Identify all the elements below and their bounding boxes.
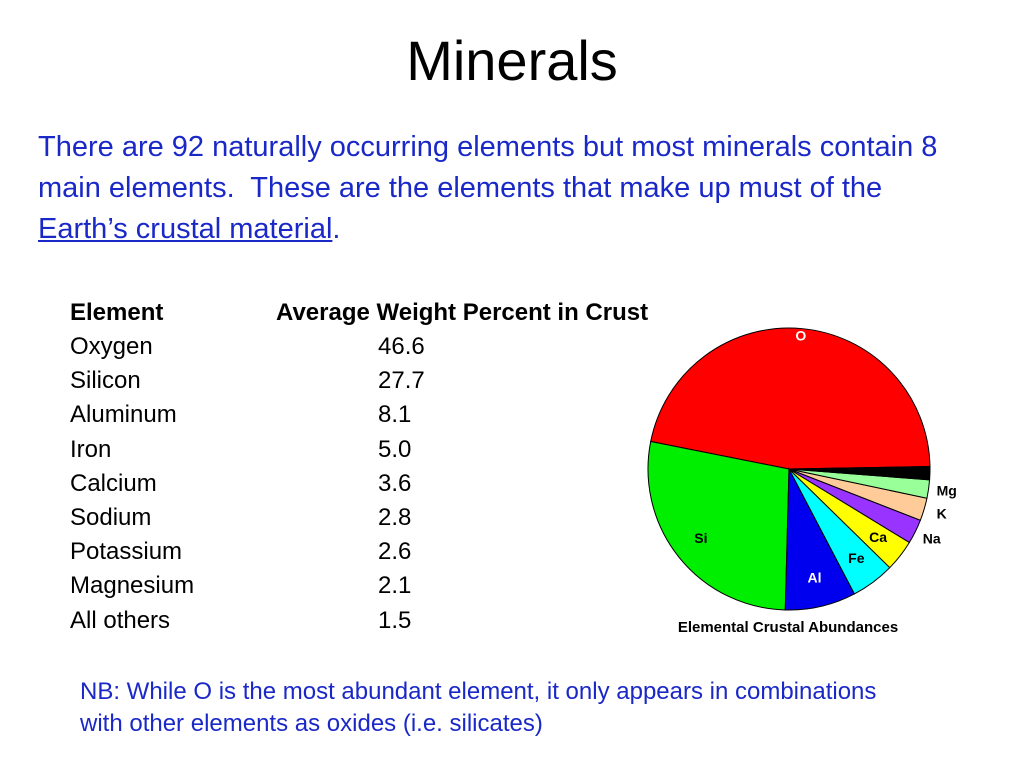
pie-slice <box>647 440 790 611</box>
table-cell: Magnesium <box>70 572 195 600</box>
table-cell: Iron <box>70 435 112 463</box>
slice-label: Si <box>694 530 707 546</box>
table-cell: All others <box>70 606 171 634</box>
slice-label: Mg <box>937 482 957 498</box>
table-cell: Calcium <box>70 469 157 497</box>
slice-label: Fe <box>848 550 865 566</box>
slice-label: Na <box>923 530 941 546</box>
table-cell: 2.6 <box>378 538 412 566</box>
table-cell: Sodium <box>70 504 152 531</box>
slide-title: Minerals <box>406 29 618 92</box>
intro-text: There are 92 naturally occurring element… <box>38 127 978 250</box>
intro-part: . <box>332 213 341 245</box>
table-cell: 2.8 <box>378 504 412 531</box>
intro-link: Earth’s crustal material <box>38 213 333 245</box>
table-cell: 5.0 <box>378 435 412 463</box>
table-cell: Element <box>70 299 164 326</box>
table-cell: 46.6 <box>378 333 425 360</box>
slice-label: O <box>795 328 806 344</box>
chart-title: Elemental Crustal Abundances <box>678 619 898 636</box>
slice-label: Al <box>807 570 821 586</box>
table-cell: 3.6 <box>378 469 412 497</box>
table-cell: 8.1 <box>378 401 412 429</box>
table-cell: Silicon <box>70 367 141 395</box>
table-cell: 1.5 <box>378 606 412 634</box>
table-cell: Potassium <box>70 538 183 566</box>
note-text: NB: While O is the most abundant element… <box>80 678 877 737</box>
slice-label: Ca <box>869 529 887 545</box>
table-cell: Oxygen <box>70 333 153 360</box>
slice-label: K <box>937 505 947 521</box>
table-cell: Aluminum <box>70 401 177 429</box>
pie-slice <box>788 466 931 481</box>
table-cell: Average Weight Percent in Crust <box>276 299 649 326</box>
table-cell: 2.1 <box>378 572 412 600</box>
table-cell: 27.7 <box>378 367 425 395</box>
intro-part: There are 92 naturally occurring element… <box>38 131 946 204</box>
pie-slice <box>650 327 931 470</box>
